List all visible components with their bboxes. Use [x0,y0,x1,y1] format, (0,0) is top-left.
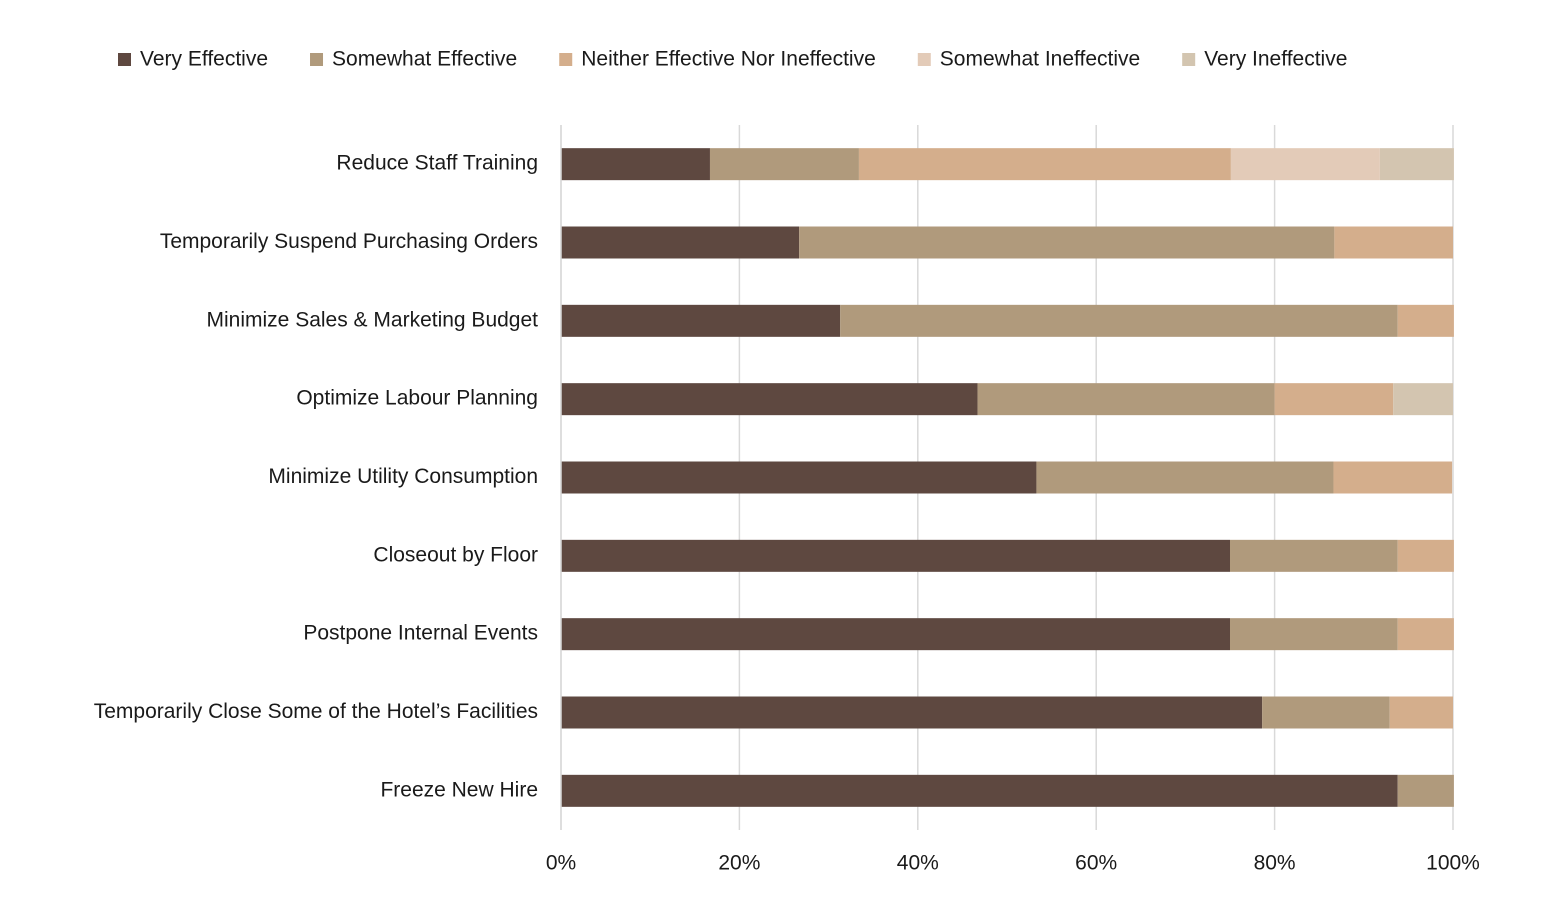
legend-swatch [917,53,931,66]
legend-swatch [118,53,131,66]
bar-segment [977,383,1275,416]
bar-segment [1333,461,1453,494]
y-tick-label: Temporarily Close Some of the Hotel’s Fa… [94,700,538,723]
bar-segment [1274,383,1394,416]
bar-segment [561,383,978,416]
bar-segment [561,539,1230,572]
y-tick-label: Minimize Utility Consumption [268,465,538,488]
x-tick-label: 80% [1254,852,1296,875]
bar-segment [1389,696,1453,729]
legend-label: Very Ineffective [1204,48,1347,71]
bar-segment [561,774,1398,807]
y-tick-label: Temporarily Suspend Purchasing Orders [160,230,538,253]
legend-swatch [310,53,324,66]
bar-segment [1262,696,1390,729]
legend-label: Very Effective [140,48,268,71]
bar-segment [1230,148,1380,181]
x-tick-label: 0% [546,852,576,875]
legend-label: Somewhat Ineffective [940,48,1140,71]
bar-segment [561,226,800,259]
y-tick-label: Postpone Internal Events [303,622,538,645]
bar-segment [1230,618,1398,651]
bar-segment [561,696,1263,729]
bar-segment [561,618,1230,651]
y-tick-label: Optimize Labour Planning [296,387,538,410]
bar-segment [1393,383,1453,416]
y-tick-label: Minimize Sales & Marketing Budget [207,308,539,331]
bar-segment [840,304,1398,337]
legend-label: Somewhat Effective [332,48,517,71]
bar-segment [1397,618,1454,651]
x-tick-label: 40% [897,852,939,875]
y-tick-label: Freeze New Hire [380,778,538,801]
legend-swatch [1182,53,1196,66]
bar-segment [1230,539,1398,572]
bar-segment [1397,304,1454,337]
bar-segment [561,148,710,181]
bar-segment [1036,461,1334,494]
bar-segment [561,461,1037,494]
bar-segment [799,226,1335,259]
bar-segment [709,148,859,181]
bar-segment [858,148,1231,181]
bar-segment [1397,774,1454,807]
bar-segment [1334,226,1453,259]
x-tick-label: 20% [718,852,760,875]
bar-segment [1397,539,1454,572]
x-tick-label: 100% [1426,852,1480,875]
legend-swatch [559,53,573,66]
y-tick-label: Closeout by Floor [373,543,538,566]
y-tick-label: Reduce Staff Training [336,152,538,175]
bar-segment [561,304,841,337]
legend-label: Neither Effective Nor Ineffective [581,48,876,71]
bar-segment [1379,148,1454,181]
x-tick-label: 60% [1075,852,1117,875]
